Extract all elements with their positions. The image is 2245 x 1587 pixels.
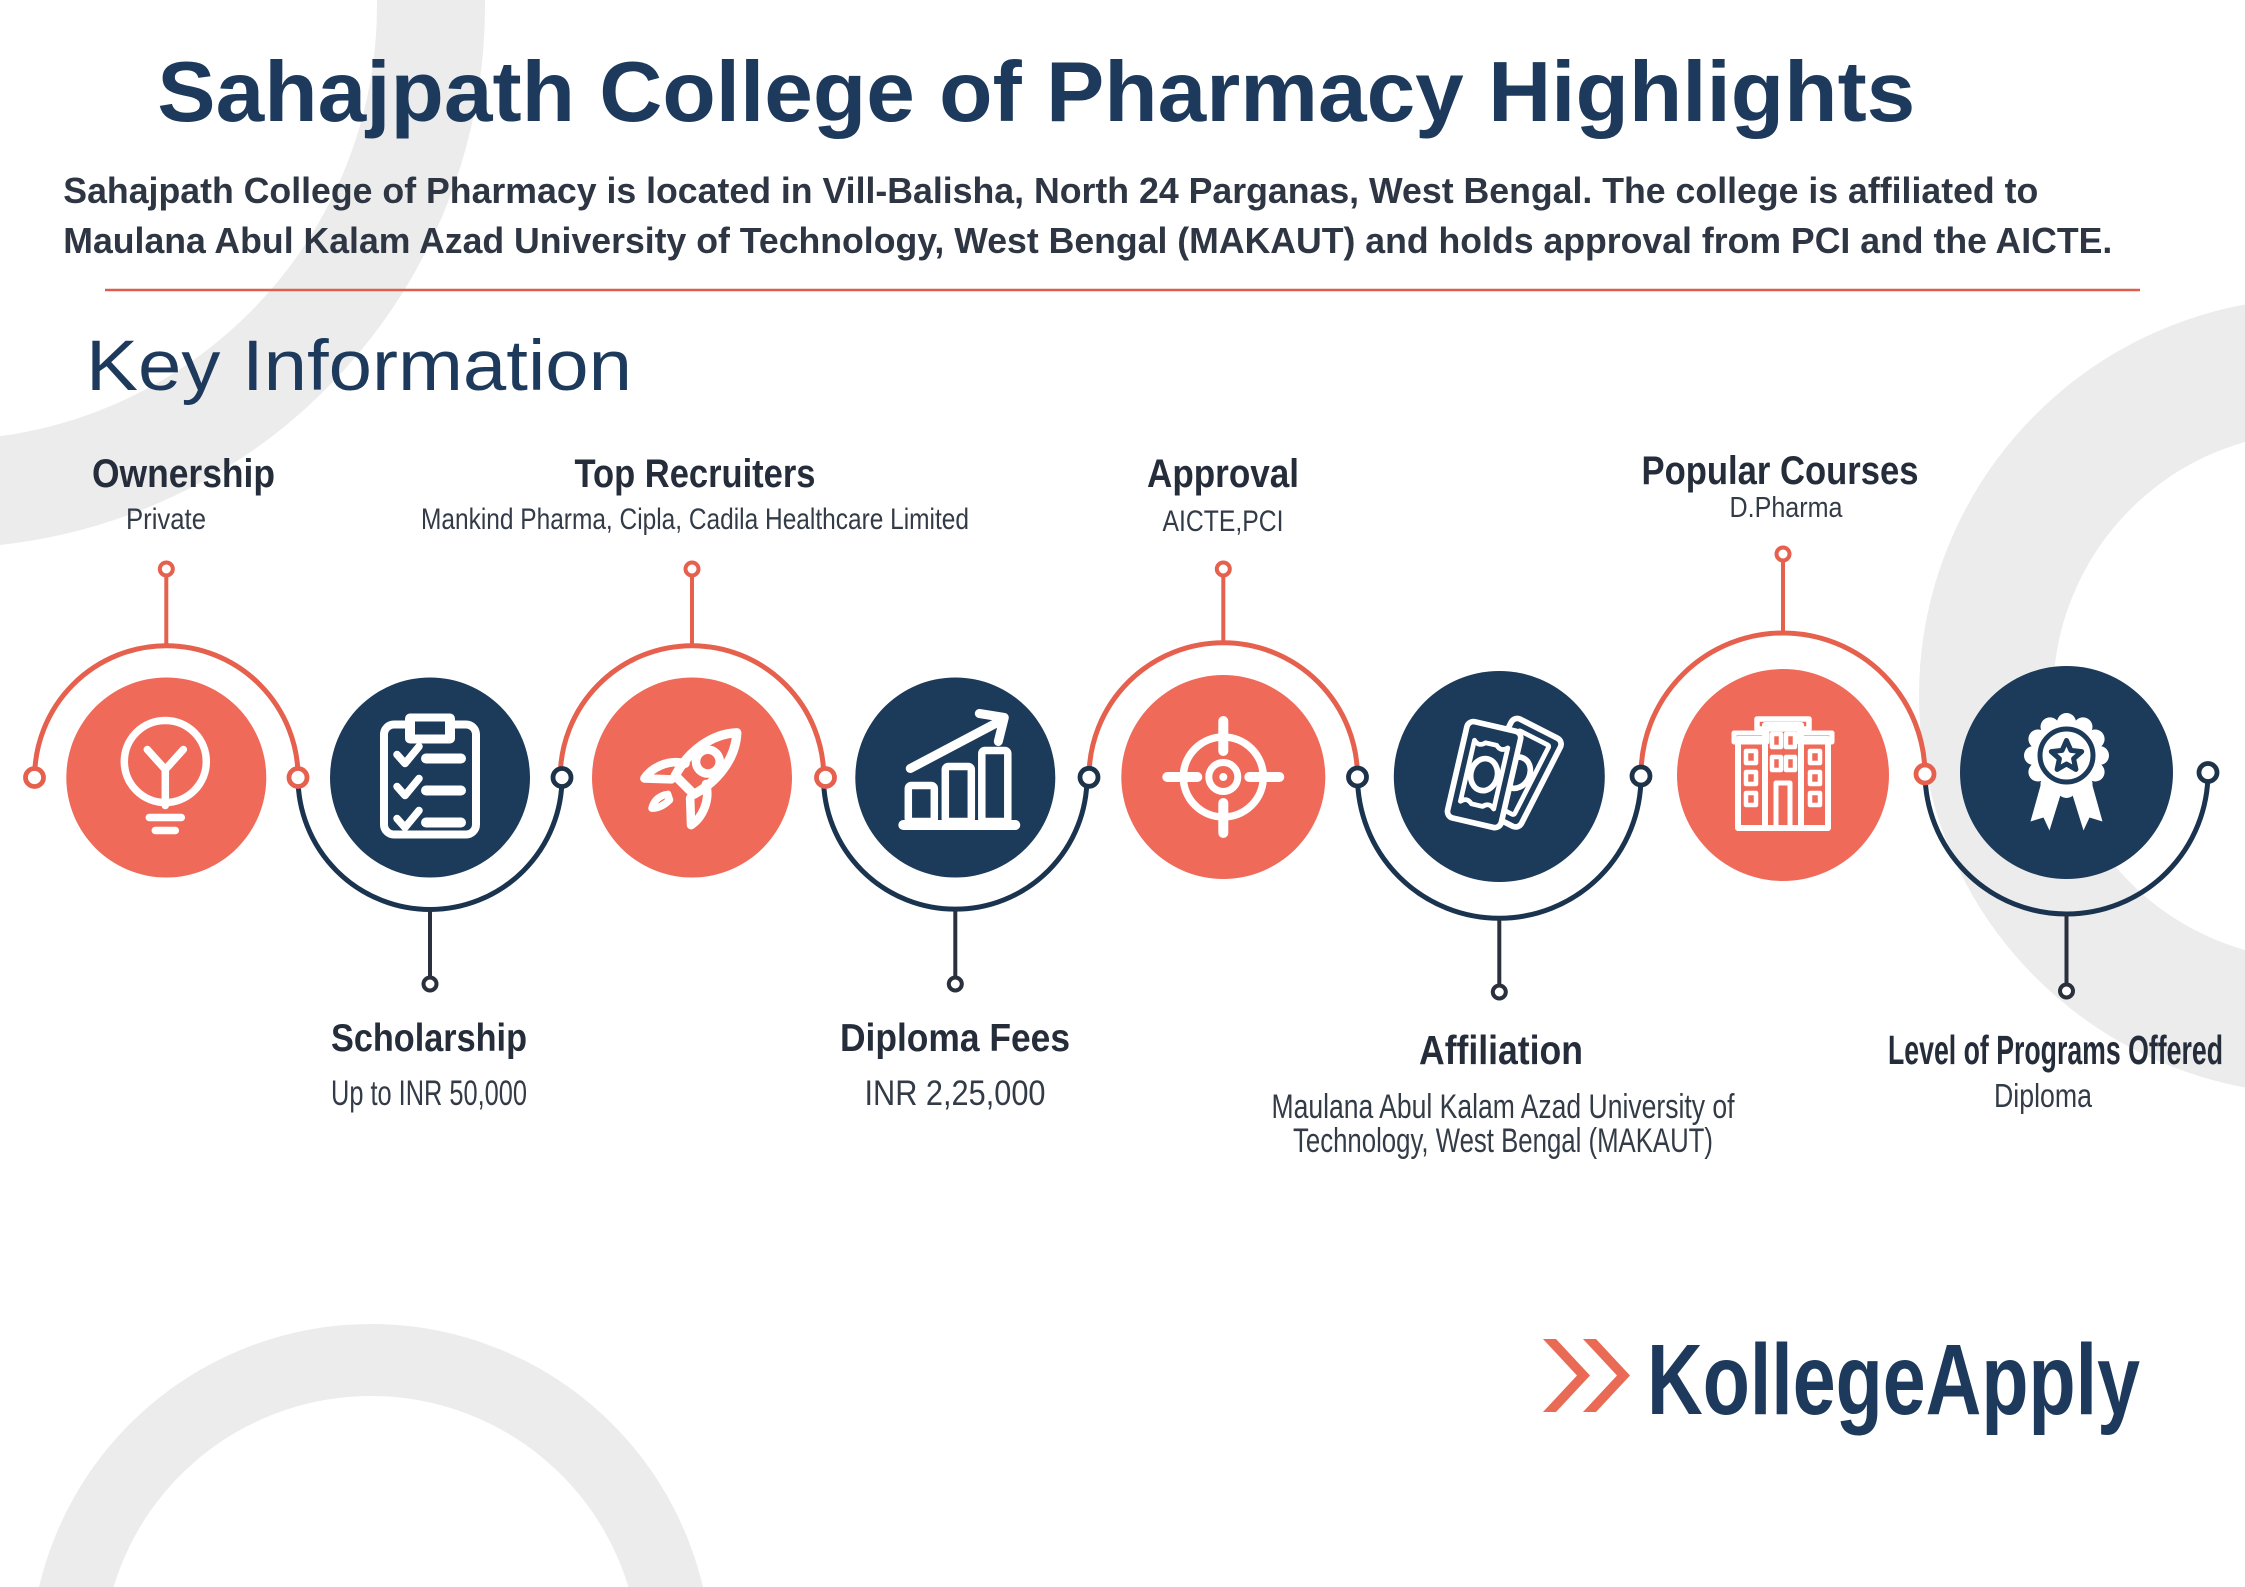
svg-text:Popular Courses: Popular Courses xyxy=(1642,449,1919,493)
svg-text:AICTE,PCI: AICTE,PCI xyxy=(1163,505,1284,538)
svg-text:Diploma Fees: Diploma Fees xyxy=(840,1017,1070,1060)
svg-text:D.Pharma: D.Pharma xyxy=(1730,492,1844,524)
svg-text:Ownership: Ownership xyxy=(92,452,275,496)
svg-text:Maulana Abul Kalam Azad Univer: Maulana Abul Kalam Azad University of Te… xyxy=(63,220,2112,261)
svg-text:Approval: Approval xyxy=(1147,452,1299,496)
svg-text:Up to INR 50,000: Up to INR 50,000 xyxy=(331,1074,527,1113)
svg-text:Technology, West Bengal (MAKAU: Technology, West Bengal (MAKAUT) xyxy=(1293,1122,1713,1160)
svg-text:KollegeApply: KollegeApply xyxy=(1647,1324,2140,1436)
svg-text:Sahajpath College of Pharmacy: Sahajpath College of Pharmacy Highlights xyxy=(157,45,1915,140)
svg-text:Top Recruiters: Top Recruiters xyxy=(575,452,816,496)
svg-text:Affiliation: Affiliation xyxy=(1419,1027,1583,1073)
svg-text:Key Information: Key Information xyxy=(86,327,632,406)
svg-text:Scholarship: Scholarship xyxy=(331,1017,527,1060)
svg-text:Level of Programs Offered: Level of Programs Offered xyxy=(1888,1027,2223,1073)
svg-text:Maulana Abul Kalam Azad Univer: Maulana Abul Kalam Azad University of xyxy=(1272,1088,1735,1126)
svg-text:Mankind Pharma, Cipla, Cadila: Mankind Pharma, Cipla, Cadila Healthcare… xyxy=(421,503,969,536)
svg-text:Sahajpath College of Pharmacy: Sahajpath College of Pharmacy is located… xyxy=(63,170,2038,211)
svg-text:Private: Private xyxy=(126,503,206,536)
svg-text:INR 2,25,000: INR 2,25,000 xyxy=(865,1074,1046,1113)
svg-text:Diploma: Diploma xyxy=(1994,1077,2093,1114)
